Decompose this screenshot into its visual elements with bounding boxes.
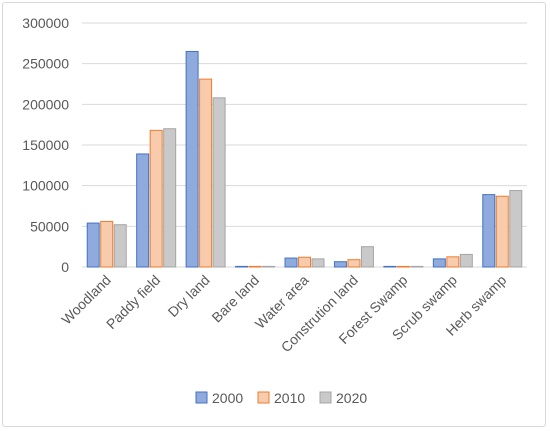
bar-2020-8	[509, 190, 523, 268]
y-tick-label: 200000	[22, 96, 69, 112]
chart-frame	[2, 2, 546, 427]
bar-2010-4	[298, 256, 311, 268]
bar-2020-3	[262, 265, 276, 268]
bar-2000-6	[383, 265, 397, 268]
legend-swatch-2000	[195, 391, 208, 404]
bar-2010-8	[495, 195, 509, 268]
bar-2020-1	[163, 128, 177, 268]
legend-label: 2000	[212, 390, 243, 406]
legend-swatch-2010	[257, 391, 270, 404]
bar-2000-5	[333, 261, 347, 268]
bar-2010-2	[199, 78, 213, 268]
legend-label: 2010	[274, 390, 305, 406]
bar-2010-7	[446, 256, 460, 268]
bar-2010-5	[347, 259, 361, 268]
bar-2020-6	[410, 265, 424, 268]
bar-2010-3	[248, 265, 262, 268]
bar-2010-6	[396, 265, 410, 268]
bar-2000-8	[482, 194, 496, 268]
y-tick-label: 250000	[22, 56, 69, 72]
bar-2010-1	[149, 129, 163, 268]
x-tick-label: Dry land	[165, 272, 213, 320]
y-tick-label: 150000	[22, 137, 69, 153]
bar-2020-4	[311, 258, 325, 268]
y-tick-label: 300000	[22, 15, 69, 31]
bar-2020-7	[459, 253, 473, 268]
bar-2000-1	[136, 153, 150, 268]
y-tick-label: 50000	[30, 218, 69, 234]
bar-2010-0	[100, 220, 114, 268]
bar-2020-0	[113, 224, 127, 268]
bar-2000-7	[432, 258, 446, 268]
bar-2020-2	[212, 97, 226, 268]
x-tick-label: Paddy field	[103, 272, 163, 332]
legend-swatch-2020	[319, 391, 332, 404]
bar-2000-2	[185, 50, 199, 268]
y-tick-label: 100000	[22, 178, 69, 194]
bar-2000-4	[284, 257, 298, 268]
bar-2000-3	[235, 265, 249, 268]
bar-2000-0	[86, 222, 100, 268]
bar-2020-5	[360, 246, 374, 268]
y-tick-label: 0	[61, 259, 69, 275]
legend-label: 2020	[336, 390, 367, 406]
